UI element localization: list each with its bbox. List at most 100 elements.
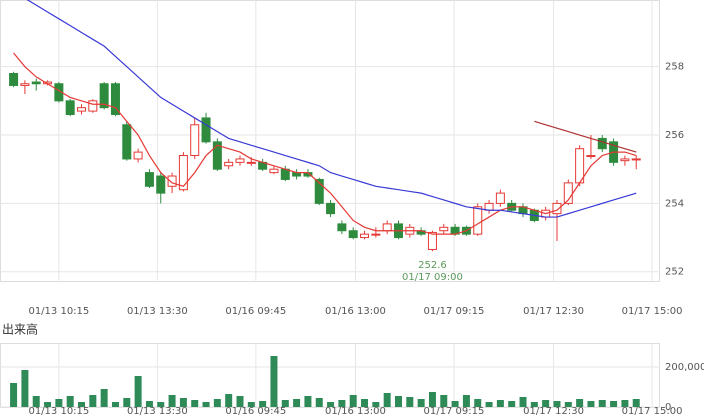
candle-body bbox=[156, 175, 166, 194]
y-tick-label: 258 bbox=[665, 62, 684, 73]
volume-bar bbox=[406, 397, 414, 407]
volume-bar bbox=[55, 399, 63, 407]
candle-body bbox=[99, 83, 109, 109]
candle-body bbox=[122, 124, 132, 160]
volume-bar bbox=[44, 402, 52, 407]
volume-bar bbox=[485, 402, 493, 407]
candle-body bbox=[235, 158, 245, 163]
volume-bar bbox=[78, 402, 86, 407]
candle-body bbox=[495, 192, 505, 204]
volume-area bbox=[10, 356, 640, 407]
candle-body bbox=[88, 100, 98, 112]
candle-body bbox=[178, 155, 188, 191]
x-tick-label: 01/13 13:30 bbox=[127, 306, 188, 317]
candle-body bbox=[54, 83, 64, 102]
candle-body bbox=[65, 100, 75, 116]
volume-bar bbox=[542, 400, 550, 407]
price-frame bbox=[0, 0, 660, 282]
x-tick-label: 01/17 09:15 bbox=[424, 306, 485, 317]
volume-bar bbox=[66, 396, 74, 407]
candle-body bbox=[246, 161, 256, 164]
x-tick-label: 01/17 12:30 bbox=[523, 406, 584, 417]
plot-area bbox=[9, 0, 641, 252]
volume-bar bbox=[304, 396, 312, 407]
moving-average-line bbox=[26, 0, 637, 218]
candle-body bbox=[439, 226, 449, 232]
candle-body bbox=[348, 230, 358, 239]
candle-body bbox=[427, 231, 437, 251]
candle-body bbox=[280, 168, 290, 180]
volume-bar bbox=[236, 396, 244, 407]
volume-bar bbox=[338, 400, 346, 407]
volume-bar bbox=[564, 402, 572, 407]
volume-bar bbox=[100, 389, 108, 407]
candle-body bbox=[9, 72, 19, 86]
volume-bar bbox=[530, 402, 538, 407]
annotation-value: 252.6 bbox=[418, 260, 447, 271]
volume-bar bbox=[519, 397, 527, 407]
volume-title: 出来高 bbox=[2, 322, 38, 337]
candle-body bbox=[133, 151, 143, 160]
volume-bar bbox=[259, 401, 267, 407]
volume-tick-label: 200,000 bbox=[665, 362, 704, 373]
candle-body bbox=[212, 141, 222, 170]
x-tick-label: 01/17 15:00 bbox=[622, 306, 683, 317]
candle-body bbox=[620, 158, 630, 162]
x-tick-label: 01/17 12:30 bbox=[523, 306, 584, 317]
volume-bar bbox=[247, 402, 255, 407]
y-tick-label: 254 bbox=[665, 198, 684, 209]
volume-bar bbox=[361, 399, 369, 407]
y-tick-label: 252 bbox=[665, 267, 684, 278]
volume-bar bbox=[383, 393, 391, 407]
volume-bar bbox=[281, 400, 289, 407]
candle-body bbox=[314, 178, 324, 204]
volume-bar bbox=[89, 395, 97, 407]
x-tick-label: 01/17 09:15 bbox=[424, 406, 485, 417]
grid bbox=[0, 0, 660, 408]
moving-average-line bbox=[13, 52, 637, 235]
candle-body bbox=[144, 172, 154, 187]
volume-bar bbox=[179, 398, 187, 407]
volume-bar bbox=[610, 401, 618, 407]
volume-bar bbox=[213, 399, 221, 407]
x-tick-label: 01/16 09:45 bbox=[225, 306, 286, 317]
volume-bar bbox=[315, 398, 323, 407]
volume-bar bbox=[553, 401, 561, 407]
volume-bar bbox=[496, 400, 504, 407]
volume-bar bbox=[621, 400, 629, 407]
volume-bar bbox=[21, 370, 29, 407]
candle-body bbox=[337, 223, 347, 232]
candle-body bbox=[552, 202, 562, 215]
volume-bar bbox=[168, 395, 176, 407]
volume-bar bbox=[576, 399, 584, 407]
axes: 01/13 10:15 01/13 10:15 01/13 13:30 01/13 1… bbox=[28, 62, 704, 417]
volume-bar bbox=[451, 401, 459, 407]
volume-bar bbox=[327, 402, 335, 407]
x-tick-label: 01/13 10:15 bbox=[28, 306, 89, 317]
volume-bar bbox=[440, 395, 448, 407]
candle-body bbox=[371, 233, 381, 236]
volume-bar bbox=[587, 401, 595, 407]
x-tick-label: 01/13 13:30 bbox=[127, 406, 188, 417]
volume-bar bbox=[462, 395, 470, 407]
x-tick-label: 01/13 10:15 bbox=[28, 406, 89, 417]
candle-body bbox=[110, 83, 120, 116]
candle-body bbox=[190, 124, 200, 157]
moving-average-line bbox=[534, 120, 637, 153]
candle-body bbox=[586, 155, 596, 158]
volume-bar bbox=[225, 394, 233, 407]
y-tick-label: 256 bbox=[665, 130, 684, 141]
candle-body bbox=[224, 161, 234, 167]
volume-bar bbox=[428, 392, 436, 407]
x-tick-label: 01/17 15:00 bbox=[622, 406, 683, 417]
volume-bar bbox=[349, 395, 357, 407]
volume-tick-label: 0 bbox=[665, 402, 671, 413]
volume-bar bbox=[32, 396, 40, 407]
candle-body bbox=[382, 223, 392, 232]
candle-body bbox=[597, 137, 607, 150]
volume-bar bbox=[474, 399, 482, 407]
volume-bar bbox=[157, 402, 165, 407]
candle-body bbox=[167, 175, 177, 187]
volume-bar bbox=[632, 399, 640, 407]
